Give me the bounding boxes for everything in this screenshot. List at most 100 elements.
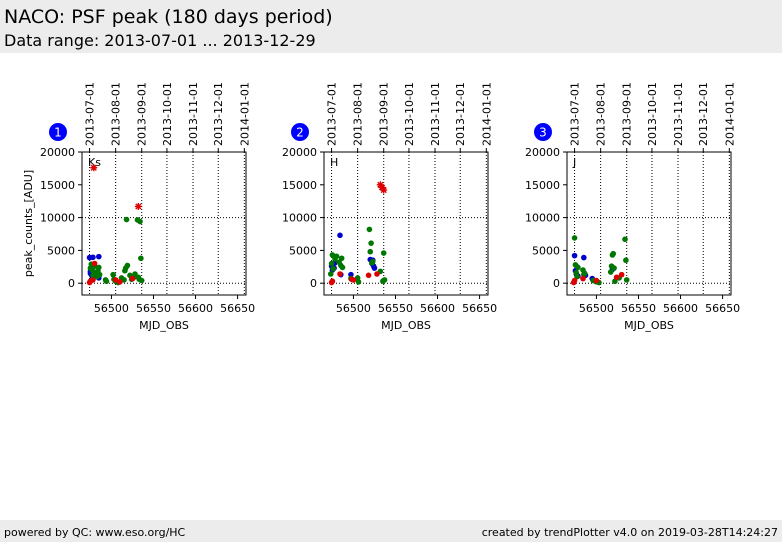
data-point — [96, 271, 103, 278]
date-tick-label: 2013-11-01 — [429, 82, 442, 146]
data-point-star — [380, 186, 388, 194]
data-point — [371, 265, 378, 271]
star-stroke — [380, 186, 387, 194]
star-stroke — [90, 164, 97, 171]
data-point-star — [90, 164, 98, 172]
x-tick-label: 56650 — [705, 302, 740, 315]
date-tick-label: 2013-09-01 — [136, 82, 149, 146]
y-tick-label: 10000 — [40, 212, 75, 225]
data-point — [607, 269, 614, 275]
date-tick-label: 2013-12-01 — [212, 82, 225, 146]
filter-label: J — [572, 156, 576, 169]
data-point — [329, 278, 336, 285]
date-tick-label: 2013-11-01 — [187, 82, 200, 146]
date-tick-label: 2013-08-01 — [595, 82, 608, 146]
chart-panel-3: 56500 56550 56600 56650 0 5000 10000 15000 20000… — [525, 82, 740, 332]
date-tick-label: 2013-10-01 — [403, 82, 416, 146]
y-tick-label: 15000 — [525, 179, 560, 192]
x-tick-label: 56500 — [579, 302, 614, 315]
x-tick-label: 56600 — [178, 302, 213, 315]
panel-number-badge — [291, 123, 309, 141]
data-point — [348, 271, 354, 278]
data-point — [338, 255, 345, 262]
data-point — [610, 250, 617, 257]
data-point — [613, 274, 620, 281]
data-point — [124, 262, 131, 269]
x-tick-label: 56650 — [462, 302, 497, 315]
y-tick-label: 10000 — [525, 212, 560, 225]
footer-credit: powered by QC: www.eso.org/HC — [4, 526, 186, 539]
panel-number-label: 3 — [539, 126, 547, 140]
data-point — [367, 248, 374, 255]
data-point — [339, 264, 346, 271]
panel-number-badge — [534, 123, 552, 141]
data-point — [123, 216, 130, 223]
plot-frame — [323, 151, 489, 296]
plots-area: 56500 56550 56600 56650 0 5000 10000 15000 20000… — [22, 82, 740, 332]
data-point — [90, 277, 96, 283]
page-subtitle: Data range: 2013-07-01 ... 2013-12-29 — [4, 31, 316, 50]
data-point — [337, 232, 343, 239]
x-tick-label: 56650 — [220, 302, 255, 315]
x-tick-label: 56600 — [663, 302, 698, 315]
date-tick-label: 2013-10-01 — [161, 82, 174, 146]
y-tick-label: 5000 — [47, 244, 75, 257]
data-point — [623, 257, 629, 264]
x-tick-label: 56600 — [420, 302, 455, 315]
x-tick-label: 56500 — [94, 302, 129, 315]
data-point — [333, 253, 340, 260]
date-tick-label: 2014-01-01 — [480, 82, 493, 146]
data-point — [103, 278, 110, 285]
data-point — [575, 264, 581, 271]
x-axis-title: MJD_OBS — [139, 319, 189, 332]
data-point — [380, 250, 387, 256]
data-point — [366, 226, 373, 233]
y-tick-label: 0 — [553, 277, 560, 290]
data-point — [381, 277, 388, 283]
data-point — [571, 252, 578, 259]
data-point — [337, 271, 343, 277]
data-point — [611, 265, 617, 271]
data-point — [365, 272, 372, 279]
date-tick-label: 2013-10-01 — [646, 82, 659, 146]
y-tick-label: 5000 — [289, 244, 317, 257]
data-point — [117, 279, 123, 285]
panel-number-label: 2 — [296, 126, 304, 140]
date-tick-label: 2013-11-01 — [672, 82, 685, 146]
data-point — [110, 271, 116, 278]
data-point — [368, 240, 374, 246]
date-tick-label: 2014-01-01 — [238, 82, 251, 146]
date-tick-label: 2013-07-01 — [569, 82, 582, 146]
data-point — [350, 277, 357, 283]
date-tick-label: 2013-08-01 — [352, 82, 365, 146]
date-tick-label: 2013-12-01 — [454, 82, 467, 146]
chart-panel-1: 56500 56550 56600 56650 0 5000 10000 15000 20000… — [22, 82, 255, 332]
panel-number-badge — [49, 123, 67, 141]
data-point — [374, 271, 380, 277]
data-point — [138, 277, 145, 284]
y-tick-label: 20000 — [282, 146, 317, 159]
footer-timestamp: created by trendPlotter v4.0 on 2019-03-… — [481, 526, 778, 539]
page-title: NACO: PSF peak (180 days period) — [4, 6, 333, 28]
data-point — [328, 260, 335, 267]
footer: powered by QC: www.eso.org/HC created by… — [0, 520, 782, 542]
chart-panel-2: 56500 56550 56600 56650 0 5000 10000 15000 20000… — [282, 82, 497, 332]
date-tick-label: 2013-12-01 — [697, 82, 710, 146]
x-tick-label: 56550 — [378, 302, 413, 315]
plot-frame — [566, 151, 732, 296]
data-point — [91, 260, 98, 267]
data-point — [571, 235, 578, 241]
data-point — [129, 275, 136, 282]
star-stroke — [135, 203, 142, 210]
x-tick-label: 56550 — [136, 302, 171, 315]
data-point — [622, 236, 628, 243]
y-tick-label: 15000 — [282, 179, 317, 192]
date-tick-label: 2013-07-01 — [84, 82, 97, 146]
data-point — [618, 271, 625, 278]
data-point — [138, 255, 144, 262]
data-point — [580, 275, 586, 282]
header: NACO: PSF peak (180 days period) Data ra… — [0, 0, 782, 53]
data-point — [137, 218, 143, 225]
data-point — [90, 254, 96, 261]
data-point — [581, 270, 588, 277]
